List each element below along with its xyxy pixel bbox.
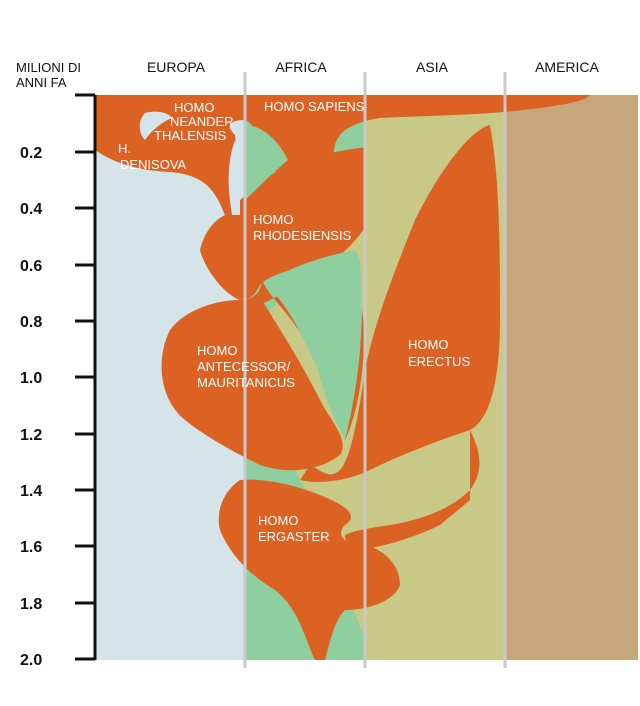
region-label-europa: EUROPA [147, 59, 206, 75]
europa-cut [228, 140, 240, 215]
species-label-line: ERECTUS [408, 354, 470, 369]
species-rhodesiensis: HOMO RHODESIENSIS [253, 212, 352, 243]
axis-title-line2: ANNI FA [16, 75, 67, 90]
species-label-line: ERGASTER [258, 529, 330, 544]
africa-gap-3 [245, 575, 300, 660]
region-label-asia: ASIA [416, 59, 449, 75]
africa-gap-1 [245, 125, 288, 200]
region-dividers [243, 72, 507, 668]
time-axis: 0.2 0.4 0.6 0.8 1.0 1.2 1.4 1.6 1.8 2.0 [20, 93, 97, 669]
tick-label-1.6: 1.6 [20, 539, 42, 556]
africa-gap-2 [265, 250, 362, 440]
species-label-line: THALENSIS [154, 128, 227, 143]
asia-gap [365, 118, 460, 290]
species-label-line: RHODESIENSIS [253, 228, 352, 243]
species-ergaster: HOMO ERGASTER [258, 513, 330, 544]
tick-label-0.6: 0.6 [20, 258, 42, 275]
tick-label-0.4: 0.4 [20, 201, 42, 218]
species-denisova: H. DENISOVA [118, 141, 187, 172]
tick-label-1.0: 1.0 [20, 370, 42, 387]
species-label-line: HOMO [197, 343, 237, 358]
species-label-line: HOMO SAPIENS [264, 99, 365, 114]
tick-label-1.4: 1.4 [20, 483, 42, 500]
species-label-line: HOMO [258, 513, 298, 528]
species-erectus: HOMO ERECTUS [408, 337, 470, 369]
europa-notch [139, 111, 172, 140]
tick-label-1.2: 1.2 [20, 427, 42, 444]
tick-label-2.0: 2.0 [20, 652, 42, 669]
species-label-line: HOMO [408, 337, 448, 352]
species-label-line: HOMO [253, 212, 293, 227]
species-label-line: HOMO [174, 100, 214, 115]
species-label-line: NEANDER [170, 114, 234, 129]
axis-title-line1: MILIONI DI [16, 60, 81, 75]
species-antecessor: HOMO ANTECESSOR/ MAURITANICUS [197, 343, 295, 390]
species-sapiens: HOMO SAPIENS [264, 99, 365, 114]
tick-label-1.8: 1.8 [20, 596, 42, 613]
species-label-line: H. [118, 141, 131, 156]
region-label-africa: AFRICA [275, 59, 327, 75]
tick-label-0.8: 0.8 [20, 314, 42, 331]
region-label-america: AMERICA [535, 59, 599, 75]
species-label-line: ANTECESSOR/ [197, 359, 291, 374]
tick-label-0.2: 0.2 [20, 145, 42, 162]
species-label-line: MAURITANICUS [197, 375, 295, 390]
america-region [505, 95, 638, 660]
species-neanderthalensis: HOMO NEANDER THALENSIS [154, 100, 234, 143]
species-label-line: DENISOVA [120, 157, 187, 172]
